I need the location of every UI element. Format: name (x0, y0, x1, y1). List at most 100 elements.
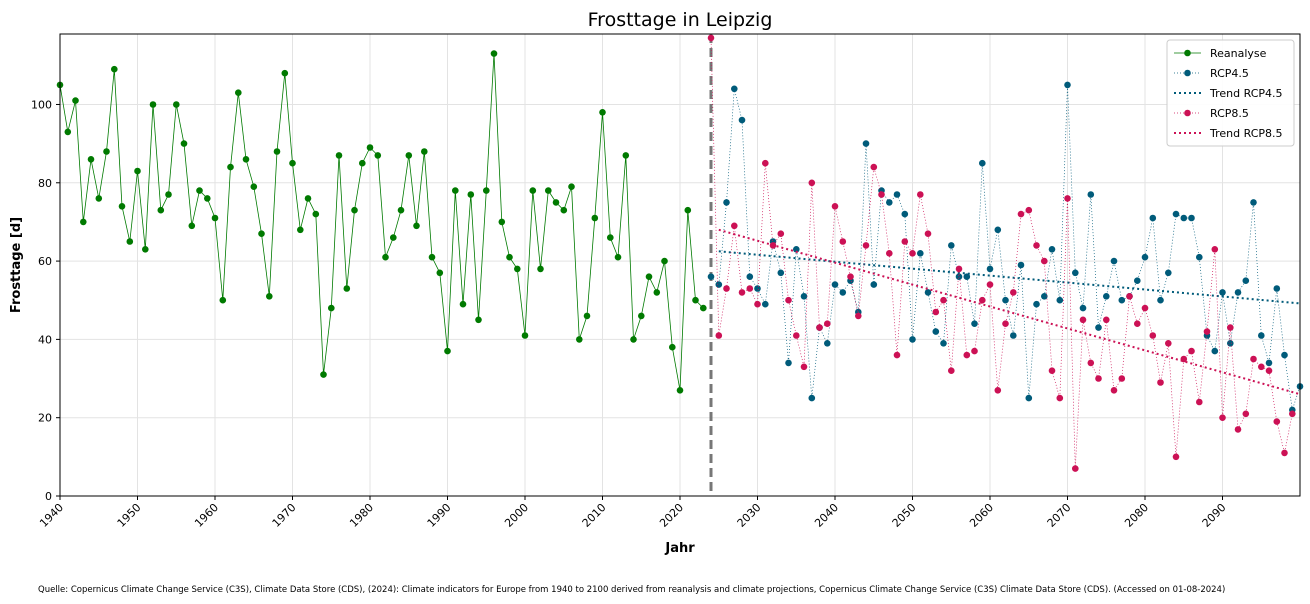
data-point (1203, 328, 1211, 335)
data-point (917, 250, 924, 257)
data-point (1172, 210, 1180, 218)
data-point (1126, 293, 1133, 300)
data-point (428, 253, 436, 261)
data-point (669, 343, 676, 351)
data-point (793, 246, 800, 253)
data-point (1118, 296, 1126, 304)
legend: Reanalyse RCP4.5 Trend RCP4.5 RCP8.5 Trend R… (1166, 39, 1295, 147)
data-point (754, 285, 761, 292)
x-tick-label: 2050 (890, 501, 919, 530)
data-point (1141, 253, 1149, 261)
data-point (1258, 332, 1265, 339)
data-point (1118, 375, 1126, 382)
data-point (1165, 340, 1172, 347)
data-point (1110, 387, 1118, 394)
data-point (1079, 304, 1087, 312)
data-point (583, 312, 591, 320)
data-point (731, 85, 738, 93)
data-point (971, 347, 978, 355)
data-point (359, 159, 366, 167)
data-point (870, 163, 878, 171)
data-point (560, 206, 568, 214)
data-point (1048, 246, 1056, 253)
data-point (219, 296, 227, 304)
data-point (1250, 199, 1257, 206)
data-point (180, 140, 188, 147)
data-point (855, 312, 862, 320)
data-point (831, 203, 839, 210)
data-point (878, 191, 885, 198)
y-tick-label: 60 (38, 255, 52, 268)
data-point (924, 289, 932, 296)
data-point (800, 363, 808, 371)
data-point (1219, 289, 1226, 296)
data-point (258, 230, 265, 237)
data-point (64, 128, 72, 136)
data-point (1227, 340, 1234, 347)
data-point (1273, 418, 1281, 425)
series-0 (56, 50, 707, 394)
x-tick-label: 2000 (502, 501, 531, 530)
data-point (1010, 332, 1017, 339)
data-point (444, 347, 451, 355)
data-point (95, 195, 103, 202)
data-point (452, 187, 459, 194)
data-point (1273, 285, 1281, 292)
x-tick-label: 1960 (192, 501, 221, 530)
data-point (661, 257, 668, 265)
data-point (1072, 269, 1079, 277)
data-point (870, 281, 878, 288)
data-point (1072, 465, 1079, 472)
data-point (622, 152, 630, 159)
y-tick-label: 20 (38, 412, 52, 425)
data-point (281, 69, 289, 77)
data-point (831, 281, 839, 288)
data-point (1141, 304, 1149, 312)
data-point (754, 300, 761, 308)
data-point (1087, 191, 1095, 198)
data-point (103, 148, 110, 155)
data-point (1196, 253, 1203, 261)
x-tick-label: 1990 (425, 501, 454, 530)
data-point (963, 273, 971, 281)
data-point (1265, 359, 1273, 367)
data-point (940, 340, 947, 347)
y-axis-label: Frosttage [d] (9, 217, 24, 313)
data-point (537, 265, 544, 273)
data-point (273, 148, 281, 155)
data-point (490, 50, 498, 57)
data-point (72, 97, 79, 104)
data-point (1188, 214, 1195, 222)
legend-label: Trend RCP8.5 (1209, 127, 1283, 140)
data-point (932, 308, 940, 316)
data-point (847, 273, 854, 281)
data-point (909, 336, 916, 343)
series-line (710, 84, 1301, 411)
data-point (638, 312, 645, 320)
data-point (886, 250, 893, 257)
data-point (1064, 81, 1071, 89)
data-point (746, 285, 754, 292)
data-point (893, 191, 901, 198)
data-point (157, 206, 165, 214)
data-point (963, 351, 971, 359)
data-point (320, 371, 327, 378)
data-point (126, 238, 134, 245)
data-point (955, 273, 963, 281)
data-point (971, 320, 978, 328)
legend-label: Trend RCP4.5 (1209, 87, 1283, 100)
x-tick-label: 2060 (967, 501, 996, 530)
data-point (862, 242, 870, 249)
data-point (1002, 296, 1009, 304)
data-point (1219, 414, 1226, 422)
data-point (1056, 296, 1064, 304)
data-point (343, 285, 351, 292)
data-point (235, 89, 242, 96)
data-point (1211, 246, 1219, 253)
data-point (723, 199, 730, 206)
data-point (312, 210, 320, 218)
data-point (289, 159, 296, 167)
data-point (80, 218, 87, 226)
legend-marker (1184, 109, 1191, 117)
data-point (227, 163, 234, 171)
